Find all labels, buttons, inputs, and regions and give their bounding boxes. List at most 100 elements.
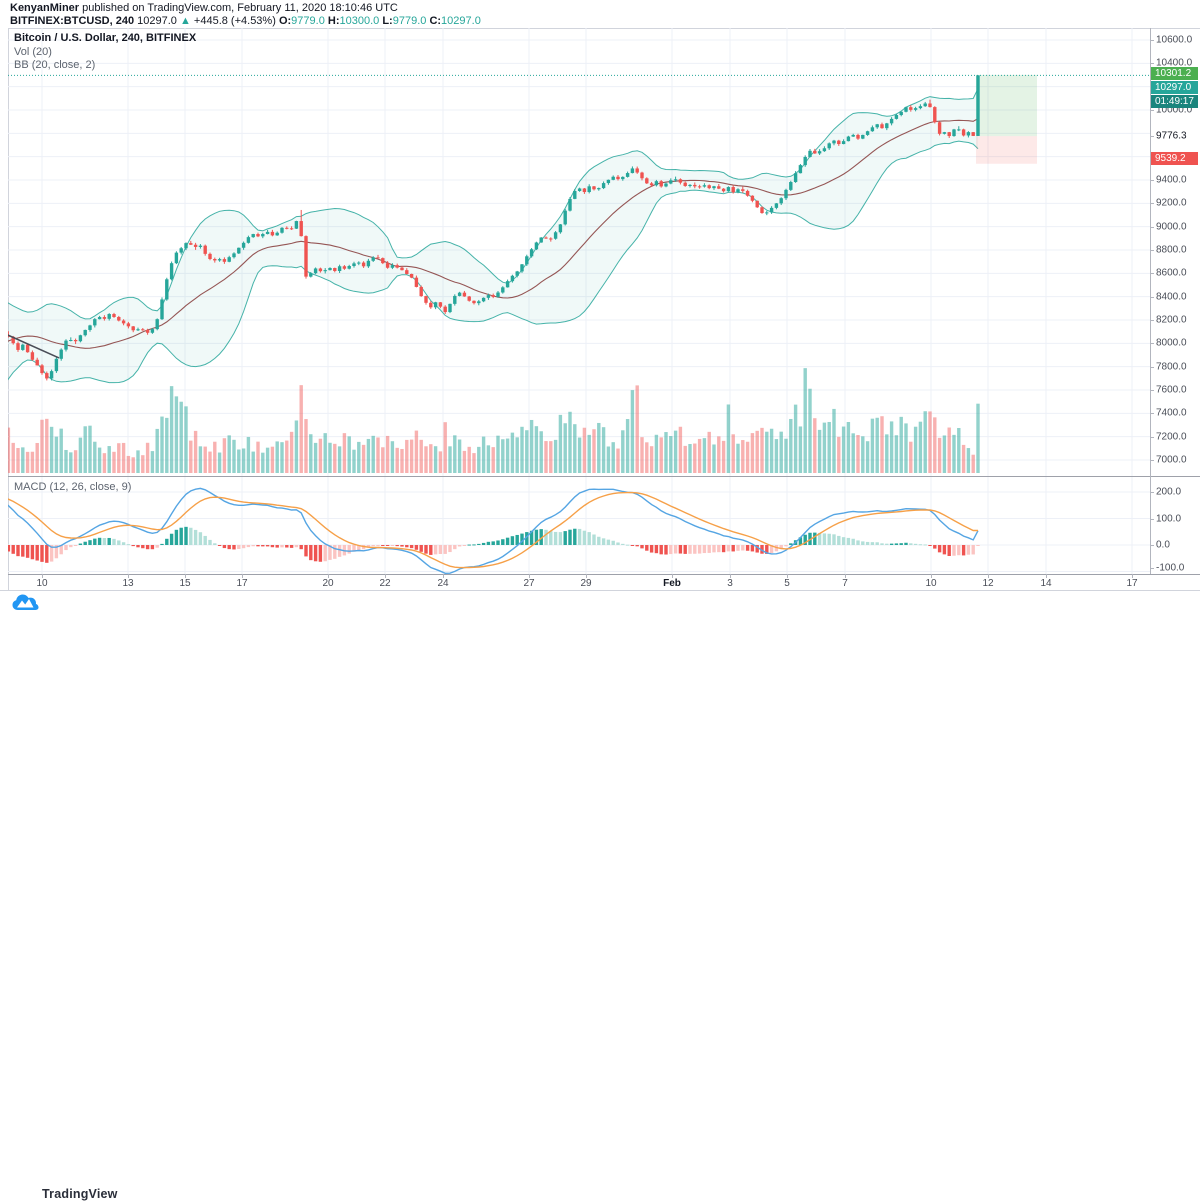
chart-top-border <box>8 28 1200 29</box>
macd-signal-line <box>8 491 978 569</box>
time-tick <box>128 574 129 578</box>
symbol-label: BITFINEX:BTCUSD, 240 <box>10 15 135 27</box>
time-axis-label: 7 <box>842 578 848 589</box>
price-tick <box>1150 436 1154 438</box>
time-axis-label: 17 <box>236 578 248 589</box>
price-tick <box>1150 226 1154 228</box>
time-axis-label: 12 <box>982 578 994 589</box>
price-axis-label: 7400.0 <box>1156 407 1187 419</box>
price-tick <box>1150 40 1154 41</box>
close-value: 10297.0 <box>441 15 481 27</box>
macd-tick <box>1150 518 1154 520</box>
price-tick <box>1150 320 1154 321</box>
time-axis-label: 14 <box>1040 578 1052 589</box>
time-axis-label: 5 <box>784 578 790 589</box>
footer-separator <box>0 590 1200 591</box>
time-tick <box>787 574 788 578</box>
footer: TradingView <box>0 591 1200 1201</box>
time-tick <box>185 574 186 578</box>
header: KenyanMiner published on TradingView.com… <box>10 2 481 28</box>
main-gridlines <box>8 28 1150 476</box>
up-arrow-icon: ▲ <box>179 15 191 27</box>
price-tick <box>1150 273 1154 275</box>
time-axis-label: 10 <box>925 578 937 589</box>
time-tick <box>672 574 673 578</box>
time-axis-label: 22 <box>379 578 391 589</box>
time-tick <box>1132 574 1133 578</box>
time-tick <box>42 574 43 578</box>
price-tick <box>1150 366 1154 368</box>
price-tick <box>1150 110 1154 111</box>
price-tick <box>1150 460 1154 461</box>
price-axis-label: 7600.0 <box>1156 384 1187 396</box>
last-price-badge: 10297.0 <box>1151 81 1198 94</box>
time-tick <box>385 574 386 578</box>
author-name: KenyanMiner <box>10 2 80 14</box>
open-value: 9779.0 <box>291 15 325 27</box>
macd-pane[interactable] <box>8 477 1150 574</box>
time-axis-label: 24 <box>437 578 449 589</box>
candles <box>8 75 980 381</box>
time-axis-label: 20 <box>322 578 334 589</box>
bar-countdown-badge: 01:49:17 <box>1151 95 1198 108</box>
tradingview-logo-icon[interactable] <box>12 594 39 611</box>
price-axis-border <box>1150 28 1151 574</box>
bollinger-bands <box>8 88 979 384</box>
price-tick <box>1150 343 1154 345</box>
low-label: L: <box>382 15 393 27</box>
price-axis-label: 7200.0 <box>1156 431 1187 443</box>
time-axis-separator <box>8 574 1200 575</box>
publish-line: KenyanMiner published on TradingView.com… <box>10 2 398 14</box>
tradingview-wordmark[interactable]: TradingView <box>42 1187 118 1201</box>
price-axis-label: 9000.0 <box>1156 221 1187 233</box>
price-axis-label: 8600.0 <box>1156 267 1187 279</box>
symbol-ohlc-line: BITFINEX:BTCUSD, 240 10297.0 ▲ +445.8 (+… <box>10 15 481 28</box>
macd-axis-label: 200.0 <box>1156 486 1182 498</box>
price-tick <box>1150 296 1154 298</box>
time-axis-label: 27 <box>523 578 535 589</box>
main-price-pane[interactable] <box>8 28 1150 476</box>
time-axis-label: 29 <box>580 578 592 589</box>
time-tick <box>931 574 932 578</box>
price-tick <box>1150 413 1154 415</box>
pane-separator[interactable] <box>8 476 1200 477</box>
volume-bars <box>8 368 980 473</box>
macd-line <box>8 487 979 574</box>
chart-left-border <box>8 28 9 590</box>
high-value: 10300.0 <box>339 15 380 27</box>
time-tick <box>988 574 989 578</box>
macd-tick <box>1150 492 1154 493</box>
price-axis-label: 8000.0 <box>1156 337 1187 349</box>
open-label: O: <box>278 15 292 27</box>
time-tick <box>845 574 846 578</box>
price-axis-label: 10600.0 <box>1156 34 1193 46</box>
close-label: C: <box>429 15 442 27</box>
time-tick <box>443 574 444 578</box>
time-axis-label: 17 <box>1126 578 1138 589</box>
price-axis-label: 9200.0 <box>1156 197 1187 209</box>
price-axis-label: 7000.0 <box>1156 454 1187 466</box>
price-axis-label: 9400.0 <box>1156 174 1187 186</box>
price-tick <box>1150 180 1154 181</box>
time-tick <box>328 574 329 578</box>
price-tick <box>1150 390 1154 391</box>
macd-axis-label: 100.0 <box>1156 513 1182 524</box>
entry-price-label: 9776.3 <box>1156 130 1187 142</box>
long-position-tool <box>976 74 1037 164</box>
time-tick <box>586 574 587 578</box>
macd-axis-label: 0.0 <box>1156 539 1170 551</box>
time-axis-label: 10 <box>36 578 48 589</box>
macd-axis-label: -100.0 <box>1156 562 1185 574</box>
low-value: 9779.0 <box>392 15 427 27</box>
price-tick <box>1150 203 1154 205</box>
target-price-badge: 10301.2 <box>1151 67 1198 80</box>
last-price: 10297.0 <box>137 15 177 27</box>
price-axis-label: 10400.0 <box>1156 57 1193 69</box>
macd-tick <box>1150 545 1154 546</box>
time-axis-label: 15 <box>179 578 191 589</box>
stop-price-badge: 9539.2 <box>1151 152 1198 165</box>
macd-tick <box>1150 568 1154 569</box>
time-axis-label: 3 <box>727 578 733 589</box>
time-axis-label: 13 <box>122 578 134 589</box>
